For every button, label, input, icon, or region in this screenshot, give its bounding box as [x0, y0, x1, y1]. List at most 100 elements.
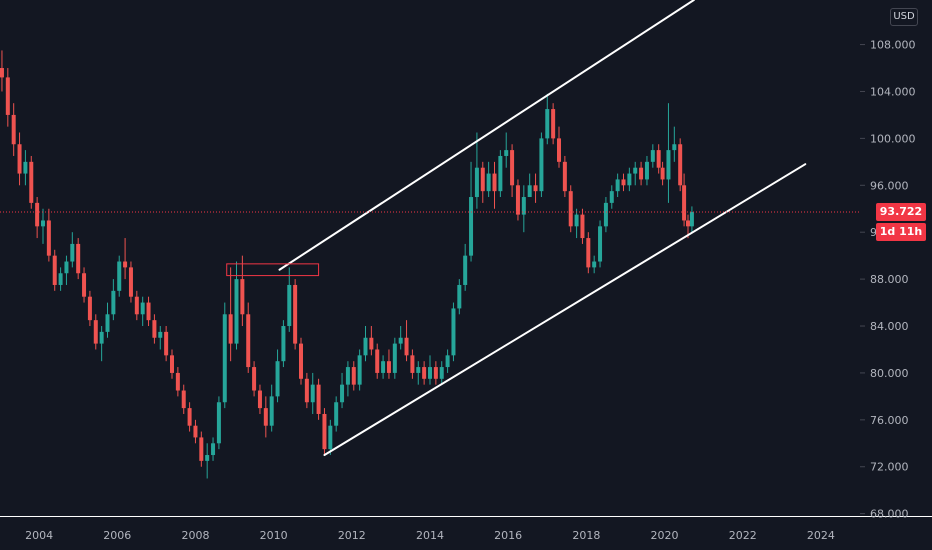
candle-body — [322, 413, 327, 450]
candle-body — [410, 355, 415, 373]
candle-body — [586, 238, 591, 268]
candle-body — [345, 367, 350, 385]
candle-body — [551, 109, 556, 139]
candle-body — [398, 337, 403, 344]
candle-body — [105, 314, 110, 332]
candle-body — [328, 425, 333, 450]
candle-body — [152, 320, 157, 338]
currency-button[interactable]: USD — [890, 8, 918, 26]
candle-body — [146, 302, 151, 321]
candle-body — [457, 284, 462, 309]
candle-body — [386, 361, 391, 373]
candle-body — [639, 167, 644, 180]
drawings-layer — [226, 0, 807, 457]
candle-body — [252, 367, 257, 391]
price-tick-label: 104.000 — [870, 85, 916, 98]
candle-body — [627, 173, 632, 186]
candle-body — [363, 337, 368, 356]
candle-body — [29, 161, 34, 203]
candle-body — [357, 355, 362, 385]
price-tick-label: 76.000 — [870, 414, 909, 427]
candle-body — [170, 355, 174, 373]
trend-line[interactable] — [323, 163, 807, 457]
candle-body — [293, 284, 298, 344]
candle-body — [234, 279, 239, 344]
candle-body — [381, 361, 386, 373]
candle-body — [5, 77, 10, 115]
candle-body — [263, 408, 268, 426]
time-axis[interactable]: 2004 2006 2008 2010 2012 2014 2016 2018 2020 2022… — [25, 529, 835, 542]
last-price-label: 93.722 — [876, 203, 926, 221]
candle-body — [70, 243, 75, 262]
candle-body — [451, 308, 456, 356]
time-tick-label: 2018 — [572, 529, 600, 542]
candle-body — [498, 155, 503, 192]
candle-body — [404, 337, 409, 356]
candle-body — [181, 390, 186, 409]
candle-body — [269, 396, 274, 426]
candle-body — [644, 161, 649, 180]
candle-body — [469, 197, 474, 256]
candle-body — [17, 144, 22, 174]
candle-body — [598, 226, 603, 262]
candle-body — [64, 261, 69, 274]
candle-body — [316, 384, 321, 414]
time-tick-label: 2004 — [25, 529, 53, 542]
candle-body — [275, 361, 280, 397]
candle-body — [128, 267, 133, 297]
candle-body — [46, 220, 51, 256]
candle-body — [351, 367, 356, 385]
time-tick-label: 2014 — [416, 529, 444, 542]
candle-body — [474, 167, 479, 198]
candle-body — [375, 349, 380, 373]
candle-body — [99, 331, 104, 344]
candle-body — [672, 144, 677, 151]
candle-body — [615, 179, 620, 192]
candle-body — [175, 372, 180, 391]
candle-body — [334, 402, 339, 426]
rectangle-drawing[interactable] — [226, 263, 320, 277]
price-tick-label: 80.000 — [870, 367, 909, 380]
trend-line[interactable] — [278, 0, 695, 271]
candle-body — [246, 314, 251, 368]
candle-body — [463, 255, 468, 285]
candle-body — [222, 314, 227, 403]
time-tick-label: 2022 — [729, 529, 757, 542]
candle-body — [187, 408, 192, 426]
time-tick-label: 2008 — [181, 529, 209, 542]
time-tick-label: 2024 — [807, 529, 835, 542]
price-tick-label: 84.000 — [870, 320, 909, 333]
candle-body — [392, 343, 397, 373]
candle-body — [416, 367, 421, 373]
candle-body — [0, 68, 4, 78]
candle-body — [480, 167, 485, 192]
price-axis[interactable]: 68.00072.00076.00080.00084.00088.00092.0… — [860, 39, 916, 521]
candle-body — [117, 261, 122, 291]
candle-body — [678, 144, 683, 186]
candle-body — [682, 185, 687, 221]
candle-body — [515, 185, 520, 215]
candle-body — [633, 167, 638, 174]
candle-body — [686, 220, 690, 227]
candle-body — [164, 331, 169, 356]
candle-body — [304, 378, 309, 403]
candles-layer — [0, 50, 694, 479]
candle-body — [87, 296, 92, 321]
candle-body — [58, 273, 63, 285]
price-tick-label: 100.000 — [870, 132, 916, 145]
candle-body — [574, 214, 579, 227]
candle-body — [35, 202, 40, 227]
candle-body — [287, 284, 292, 327]
candle-body — [310, 384, 315, 403]
time-tick-label: 2006 — [103, 529, 131, 542]
candle-body — [205, 455, 210, 461]
candle-body — [23, 161, 28, 174]
candle-body — [281, 326, 286, 362]
candle-body — [539, 138, 544, 192]
price-tick-label: 96.000 — [870, 179, 909, 192]
plot-background — [0, 0, 860, 516]
candle-body — [492, 173, 497, 192]
candle-body — [193, 425, 198, 438]
time-tick-label: 2020 — [651, 529, 679, 542]
